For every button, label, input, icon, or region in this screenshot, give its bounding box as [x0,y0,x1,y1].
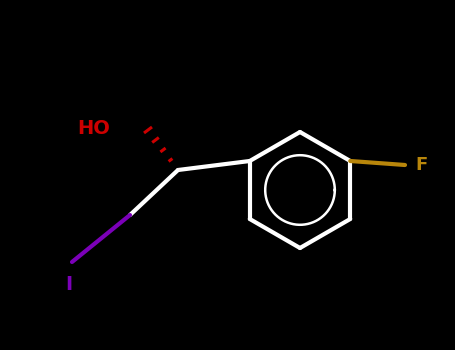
Text: HO: HO [77,119,110,138]
Text: I: I [66,275,72,294]
Text: F: F [415,156,427,174]
